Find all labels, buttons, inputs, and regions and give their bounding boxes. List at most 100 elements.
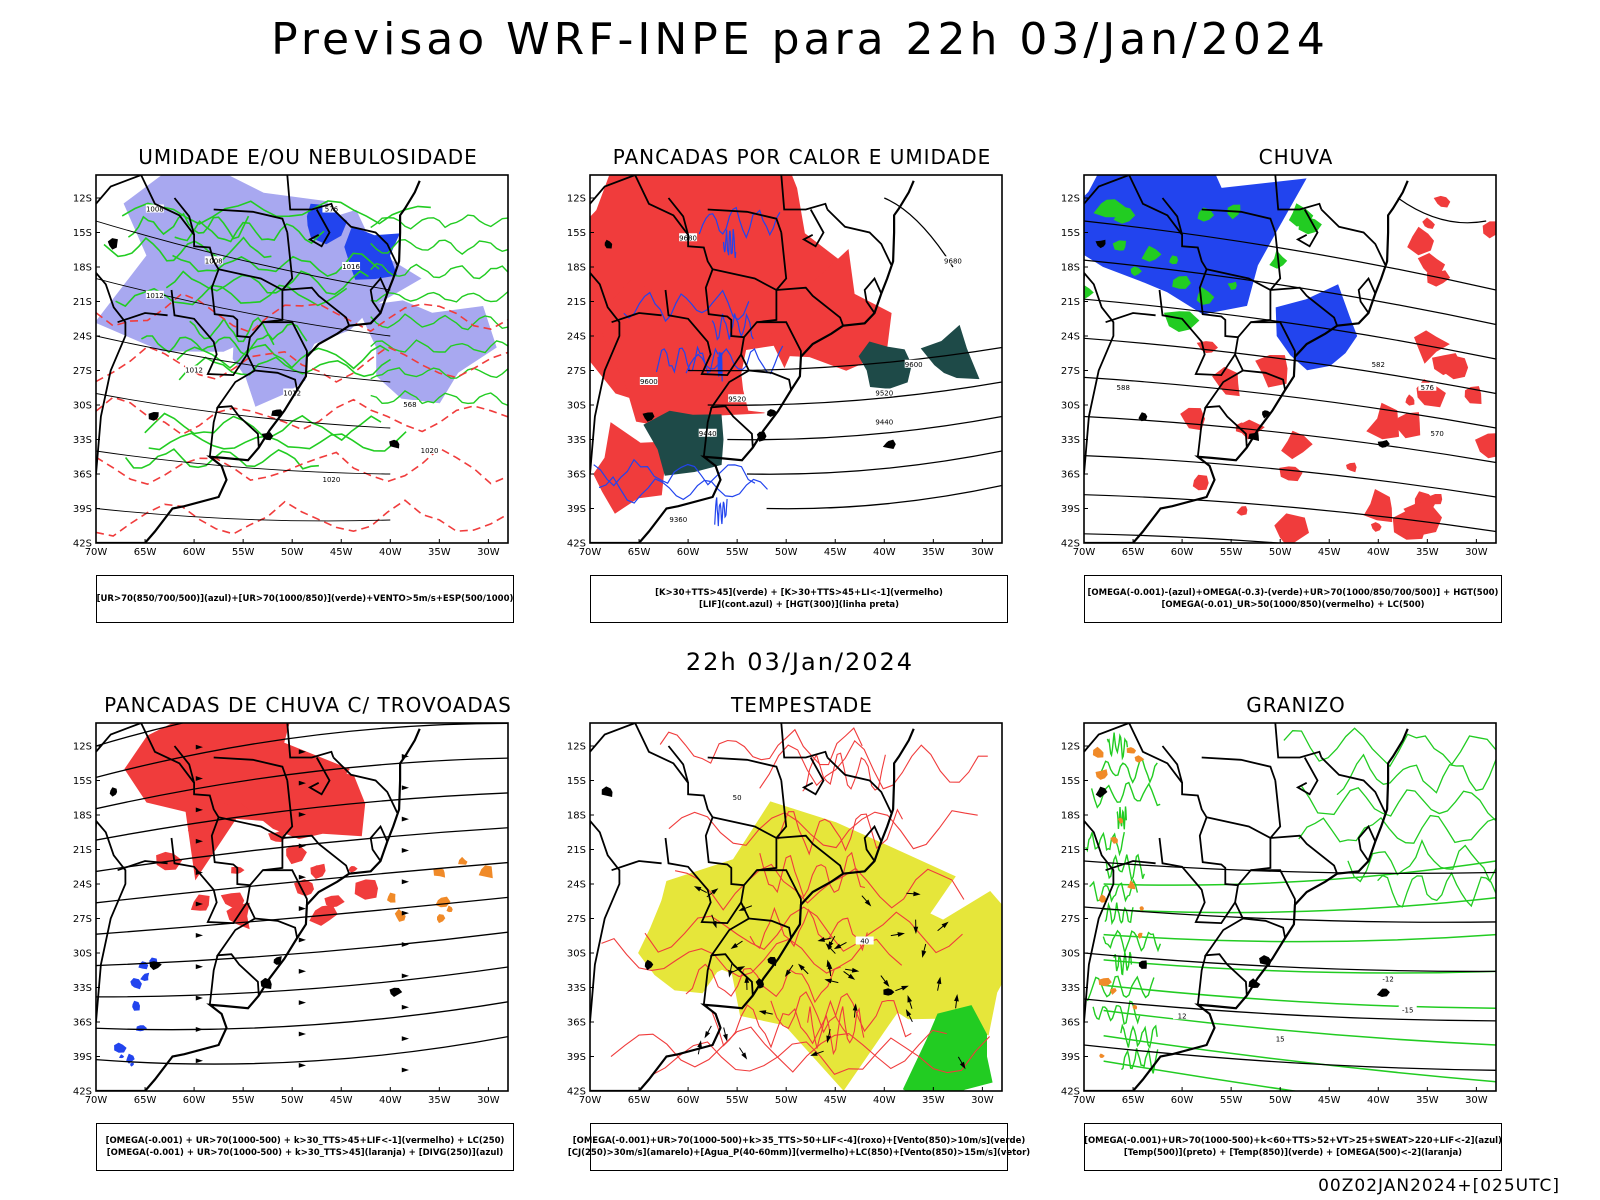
- moisture-contour: [770, 991, 912, 1038]
- contour-label-bg: [1114, 382, 1133, 391]
- geopotential-line: [1084, 376, 1496, 429]
- shaded-area: [1130, 266, 1142, 276]
- pressure-isobar: [96, 220, 391, 291]
- lon-label: 30W: [971, 547, 994, 558]
- political-border: [611, 860, 662, 872]
- contour-label: 9360: [669, 516, 687, 524]
- lat-label: 39S: [73, 504, 92, 515]
- legend-line: [K>30+TTS>45](verde) + [K>30+TTS>45+LI<-…: [655, 588, 943, 598]
- lat-label: 36S: [73, 470, 92, 481]
- moisture-contour: [777, 808, 903, 856]
- temp850-contour: [1106, 732, 1129, 761]
- temp850-isotherm: [1103, 959, 1496, 974]
- political-border: [1084, 820, 1115, 1025]
- lat-label: 15S: [73, 776, 92, 787]
- temp500-isotherm: [1084, 952, 1496, 973]
- map-content: 50 40: [601, 727, 1002, 1091]
- lake: [1262, 410, 1272, 419]
- lat-label: 42S: [1061, 539, 1080, 550]
- shaded-area: [1274, 513, 1309, 543]
- shaded-area: [437, 914, 446, 924]
- streamline-arrow: [298, 906, 306, 911]
- shaded-area: [1139, 906, 1144, 911]
- map-pancadas-calor[interactable]: 96809680960096009520952094409440936012S1…: [542, 173, 1062, 563]
- geopotential-line: [1084, 455, 1496, 498]
- map-granizo[interactable]: -12 -15 12 15 12S 15S 18S 21S 24S 27S 30S 33S 36S 39S…: [1036, 721, 1556, 1111]
- political-border: [286, 723, 335, 759]
- contour-label-bg: [145, 204, 164, 213]
- streamline-arrow: [298, 812, 306, 817]
- contour-label-bg: [875, 417, 894, 426]
- lif-contour: [598, 475, 768, 504]
- contour-label-bg: [698, 428, 717, 437]
- streamline-arrow: [817, 937, 825, 942]
- contour-label-bg: [669, 515, 688, 523]
- map-umidade[interactable]: 1008100810121012101210161020102057656812…: [48, 173, 568, 563]
- map-chuva[interactable]: 588 582 576 570 12S 15S 18S 21S 24S 27S 30S 33S 36S 3…: [1036, 173, 1556, 563]
- shaded-area: [435, 896, 451, 908]
- lake: [109, 787, 118, 797]
- contour-label: 15: [1276, 1035, 1285, 1043]
- streamline-arrow: [905, 1009, 912, 1017]
- coastline: [590, 728, 915, 1091]
- lake: [149, 961, 162, 971]
- contour-label: 582: [1372, 361, 1385, 369]
- lat-label: 15S: [567, 776, 586, 787]
- moisture-contour: [807, 1006, 865, 1056]
- lake: [1248, 978, 1261, 988]
- lat-label: 36S: [73, 1018, 92, 1029]
- lon-label: 30W: [477, 547, 500, 558]
- map-tempestade[interactable]: 50 40 12S 15S 18S 21S 24S 27S 30S 33S 36S 39S 42S70W…: [542, 721, 1062, 1111]
- lake: [389, 439, 400, 449]
- streamline-arrow: [401, 973, 409, 979]
- contour-label: 9520: [728, 395, 746, 403]
- political-border: [756, 321, 802, 357]
- contour-label: 9520: [875, 390, 893, 398]
- coastline: [1084, 180, 1409, 543]
- streamline-arrow: [826, 959, 832, 968]
- political-border: [1206, 268, 1272, 338]
- height-contour: [746, 450, 1002, 475]
- lon-label: 55W: [232, 1095, 255, 1106]
- lon-label: 70W: [85, 1095, 108, 1106]
- legend-line: [OMEGA(-0.001)-(azul)+OMEGA(-0.3)-(verde…: [1087, 588, 1499, 598]
- panel-title: PANCADAS POR CALOR E UMIDADE: [612, 145, 992, 169]
- map-content: 588 582 576 570: [1084, 175, 1496, 543]
- lat-label: 33S: [1061, 983, 1080, 994]
- shaded-area: [1099, 1053, 1105, 1058]
- thickness-line: [96, 396, 508, 436]
- panel-title: PANCADAS DE CHUVA C/ TROVOADAS: [104, 693, 512, 717]
- humidity-contour: [103, 236, 272, 262]
- geopotential-line: [1084, 220, 1496, 291]
- contour-label-bg: [728, 394, 747, 403]
- panel-granizo: GRANIZO -12 -15 12 15 12S 15S 18S 21S 24S 27S 30S 3…: [1036, 693, 1556, 1193]
- political-border: [1320, 756, 1387, 814]
- lat-label: 36S: [1061, 470, 1080, 481]
- panel-chuva: CHUVA 588 582 576 570 12S 15S 18S 21S 24S 27S 30S 3…: [1036, 145, 1556, 645]
- political-border: [1250, 869, 1296, 905]
- moisture-contour: [659, 727, 863, 766]
- temp850-isotherm: [1103, 933, 1496, 943]
- legend-line: [LIF](cont.azul) + [HGT(300)](linha pret…: [698, 600, 900, 610]
- lon-label: 65W: [628, 547, 651, 558]
- lif-contour: [593, 458, 756, 487]
- shaded-area: [1397, 412, 1421, 439]
- geopotential-line: [1084, 259, 1496, 326]
- humidity-contour: [127, 212, 250, 240]
- political-border: [262, 869, 308, 905]
- lon-label: 50W: [1269, 1095, 1292, 1106]
- political-border: [173, 197, 195, 236]
- political-border: [1196, 407, 1207, 457]
- shaded-area: [270, 815, 289, 831]
- panel-tempestade: TEMPESTADE 50 40 12S 15S 18S 21S 24S 27S 30S 33S 3…: [542, 693, 1062, 1193]
- lon-label: 35W: [922, 1095, 945, 1106]
- temp850-contour: [1089, 878, 1139, 903]
- political-border: [213, 756, 289, 781]
- political-border: [1201, 756, 1277, 781]
- humidity-contour: [370, 238, 508, 255]
- political-border: [590, 272, 621, 477]
- shaded-area: [1417, 253, 1446, 275]
- coastline: [96, 180, 421, 543]
- streamline-arrow: [907, 995, 913, 1003]
